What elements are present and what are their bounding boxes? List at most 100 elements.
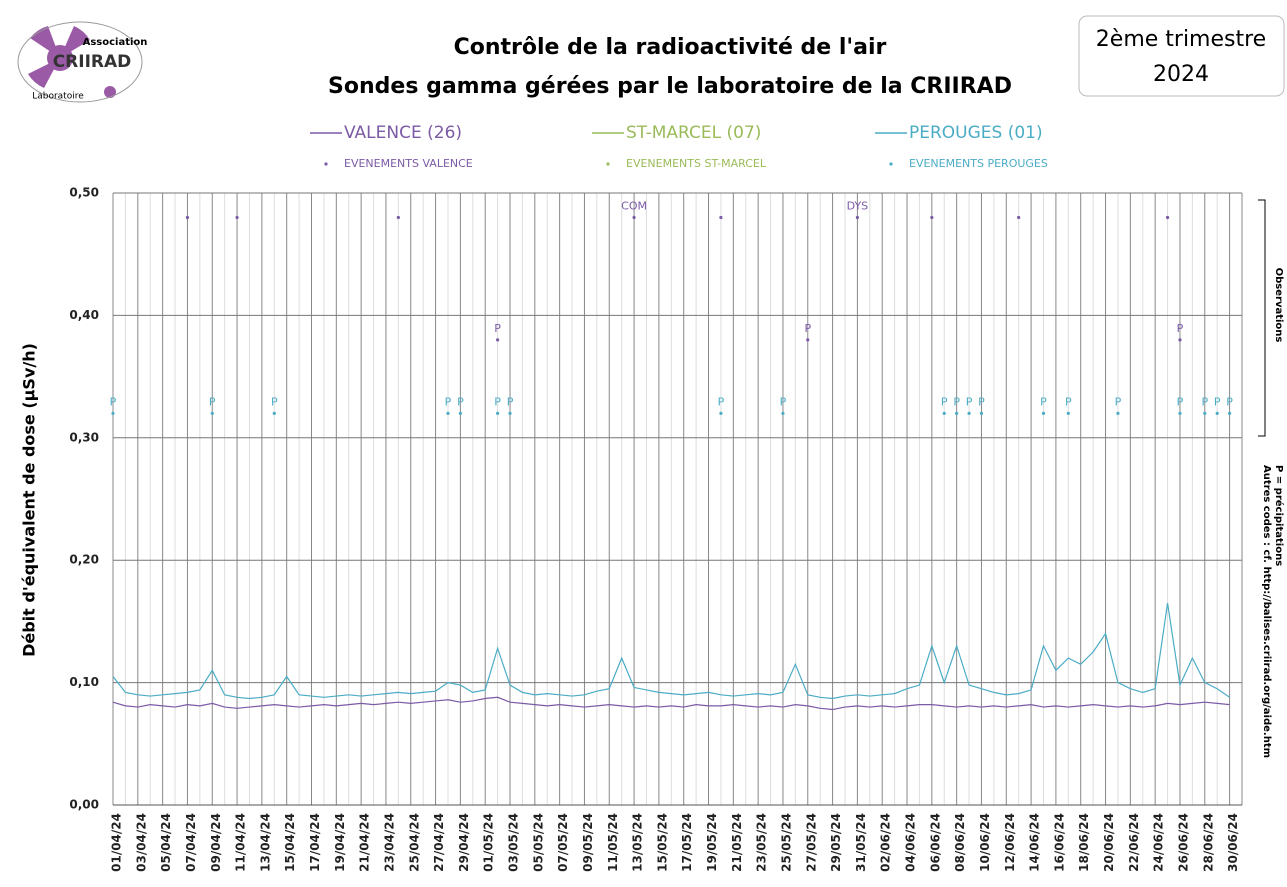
note-line: Autres codes : cf. http://balises.criira…	[1261, 465, 1272, 758]
x-tick-label: 19/05/24	[705, 813, 719, 872]
event-point	[1017, 215, 1021, 220]
event-point	[719, 411, 723, 415]
period-text: 2ème trimestre	[1096, 27, 1266, 52]
x-tick-label: 09/04/24	[209, 813, 223, 872]
event-label: P	[780, 395, 787, 408]
x-tick-label: 18/06/24	[1077, 813, 1091, 872]
logo-ring	[17, 21, 143, 103]
legend-label: ST-MARCEL (07)	[626, 123, 761, 143]
x-tick-label: 23/05/24	[755, 813, 769, 872]
x-tick-label: 07/05/24	[556, 813, 570, 872]
event-label: P	[507, 395, 514, 408]
event-point	[496, 338, 500, 342]
event-point	[1116, 411, 1120, 415]
event-label: P	[1226, 395, 1233, 408]
x-tick-label: 15/05/24	[655, 813, 669, 872]
x-tick-label: 07/04/24	[184, 813, 198, 872]
logo-top: Association	[83, 37, 148, 48]
x-tick-label: 20/06/24	[1102, 813, 1116, 872]
x-tick-label: 13/05/24	[631, 813, 645, 872]
event-point	[235, 215, 239, 220]
x-tick-label: 11/05/24	[606, 813, 620, 872]
event-point	[185, 215, 190, 220]
x-tick-label: 01/05/24	[482, 813, 496, 872]
event-label: P	[209, 395, 216, 408]
event-point	[1215, 411, 1219, 415]
x-tick-label: 12/06/24	[1003, 813, 1017, 872]
event-point	[855, 215, 859, 220]
logo-bottom: Laboratoire	[32, 92, 84, 102]
event-label: P	[494, 395, 501, 408]
event-label: COM	[621, 199, 647, 212]
event-label: P	[1201, 395, 1208, 408]
x-tick-label: 21/05/24	[730, 813, 744, 872]
x-tick-label: 05/05/24	[531, 813, 545, 872]
x-tick-label: 05/04/24	[159, 813, 173, 872]
event-label: P	[1177, 395, 1184, 408]
x-tick-label: 29/05/24	[829, 813, 843, 872]
x-tick-label: 27/05/24	[804, 813, 818, 872]
x-tick-label: 25/05/24	[779, 813, 793, 872]
event-point	[1203, 411, 1207, 415]
x-tick-label: 26/06/24	[1176, 813, 1190, 872]
x-tick-label: 29/04/24	[457, 813, 471, 872]
event-point	[1227, 411, 1232, 415]
series-line	[112, 602, 1230, 700]
event-point	[955, 411, 959, 415]
logo-name: CRIIRAD	[53, 52, 132, 72]
x-tick-label: 03/05/24	[507, 813, 521, 872]
x-tick-label: 19/04/24	[333, 813, 347, 872]
event-point	[806, 338, 810, 342]
legend-swatch	[889, 162, 893, 166]
x-tick-label: 24/06/24	[1152, 813, 1166, 872]
x-tick-label: 03/04/24	[134, 813, 148, 872]
logo-blade	[60, 26, 90, 58]
series-line	[112, 696, 1230, 711]
x-tick-label: 15/04/24	[283, 813, 297, 872]
title-line: Contrôle de la radioactivité de l'air	[454, 35, 887, 60]
event-point	[979, 411, 984, 415]
y-tick-label: 0,10	[69, 675, 99, 689]
logo-dot	[104, 86, 116, 98]
period-box	[1078, 15, 1285, 97]
y-tick-label: 0,00	[69, 798, 99, 812]
note-line: P = précipitations	[1273, 465, 1285, 566]
event-point	[1165, 215, 1170, 220]
x-tick-label: 16/06/24	[1052, 813, 1066, 872]
event-point	[632, 215, 636, 220]
event-label: P	[445, 395, 452, 408]
x-tick-label: 02/06/24	[879, 813, 893, 872]
legend-swatch	[324, 162, 328, 166]
y-axis-label: Débit d'équivalent de dose (µSv/h)	[20, 343, 39, 657]
x-tick-label: 10/06/24	[978, 813, 992, 872]
observations-label: Observations	[1273, 268, 1284, 343]
y-tick-label: 0,20	[69, 553, 99, 567]
legend-swatch	[606, 162, 610, 166]
event-label: P	[718, 395, 725, 408]
x-tick-label: 08/06/24	[953, 813, 967, 872]
x-tick-label: 04/06/24	[904, 813, 918, 872]
event-point	[719, 215, 723, 220]
title-line: Sondes gamma gérées par le laboratoire d…	[328, 74, 1012, 99]
x-tick-label: 22/06/24	[1127, 813, 1141, 872]
event-label: P	[1177, 322, 1184, 335]
legend-label: EVENEMENTS VALENCE	[344, 157, 473, 170]
event-point	[1066, 411, 1070, 415]
event-label: P	[941, 395, 948, 408]
event-label: P	[966, 395, 973, 408]
event-point	[967, 411, 971, 415]
event-label: P	[1115, 395, 1122, 408]
event-label: P	[1040, 395, 1047, 408]
x-tick-label: 23/04/24	[382, 813, 396, 872]
x-tick-label: 17/04/24	[308, 813, 322, 872]
event-point	[272, 411, 276, 415]
event-point	[781, 411, 785, 415]
event-label: P	[804, 322, 811, 335]
x-tick-label: 25/04/24	[407, 813, 421, 872]
event-label: P	[978, 395, 985, 408]
event-label: DYS	[847, 199, 869, 212]
event-point	[1178, 338, 1182, 342]
logo: Association CRIIRAD Laboratoire	[17, 21, 148, 103]
x-tick-label: 13/04/24	[258, 813, 272, 872]
